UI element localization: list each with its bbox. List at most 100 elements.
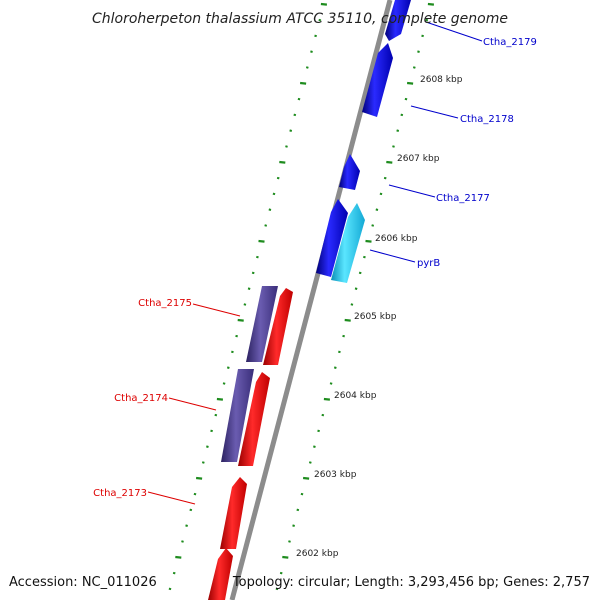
gene-ctha-2173-arrow[interactable] — [220, 477, 247, 549]
outer-tick-mark — [206, 445, 209, 448]
inner-tick-mark — [363, 255, 366, 259]
outer-tick-mark — [297, 97, 301, 101]
gene-label-ctha-2177[interactable]: Ctha_2177 — [436, 193, 490, 204]
gene-ctha-2177-arrow[interactable] — [339, 154, 360, 190]
outer-tick-mark — [258, 239, 265, 243]
outer-tick-mark — [175, 555, 182, 559]
gene-label-ctha-2179[interactable]: Ctha_2179 — [483, 37, 537, 48]
outer-tick-mark — [320, 2, 328, 6]
inner-tick-mark — [338, 350, 341, 354]
genome-backbone — [229, 0, 393, 600]
gene-label-ctha-2178[interactable]: Ctha_2178 — [460, 114, 514, 125]
gene-blue-cds-arrow[interactable] — [316, 199, 348, 277]
gene-label-ctha-2175[interactable]: Ctha_2175 — [138, 298, 192, 309]
inner-tick-mark — [300, 492, 304, 496]
inner-tick-track — [275, 2, 435, 591]
outer-tick-mark — [256, 255, 259, 259]
inner-tick-mark — [396, 129, 400, 132]
gene-ctha-2179-arrow[interactable] — [385, 0, 411, 41]
callout-line-ctha-2178 — [410, 105, 459, 119]
inner-tick-mark — [302, 476, 310, 480]
map-title: Chloroherpeton thalassium ATCC 35110, co… — [92, 11, 508, 27]
inner-tick-mark — [421, 34, 424, 38]
outer-tick-mark — [189, 508, 193, 512]
outer-tick-mark — [168, 587, 172, 591]
scale-label-2608: 2608 kbp — [420, 75, 463, 85]
gene-label-pyrb[interactable]: pyrB — [417, 258, 440, 269]
scale-label-2605: 2605 kbp — [354, 312, 397, 322]
inner-tick-mark — [400, 113, 404, 117]
gene-ctha-2178-arrow[interactable] — [362, 43, 393, 117]
gene-red-cds-bottom[interactable] — [208, 548, 233, 600]
outer-tick-mark — [210, 429, 213, 433]
outer-tick-mark — [214, 413, 218, 417]
gene-pyrb-arrow[interactable] — [331, 203, 365, 283]
outer-tick-mark — [222, 382, 226, 385]
scale-label-2603: 2603 kbp — [314, 470, 357, 480]
outer-tick-mark — [247, 287, 251, 290]
inner-tick-mark — [386, 160, 393, 164]
inner-tick-mark — [333, 366, 337, 369]
outer-tick-mark — [231, 350, 234, 354]
inner-tick-mark — [406, 81, 414, 85]
callout-line-ctha-2177 — [388, 184, 436, 198]
scale-label-2604: 2604 kbp — [334, 391, 377, 401]
outer-tick-mark — [237, 318, 244, 322]
outer-tick-mark — [272, 192, 276, 196]
inner-tick-mark — [425, 18, 429, 22]
inner-tick-mark — [379, 192, 383, 196]
outer-tick-track — [168, 2, 328, 591]
inner-tick-mark — [321, 413, 325, 417]
gene-ctha-2174-arrow[interactable] — [238, 372, 270, 466]
inner-tick-mark — [282, 555, 289, 559]
accession-text: Accession: NC_011026 — [9, 575, 157, 590]
scale-label-2606: 2606 kbp — [375, 234, 418, 244]
outer-tick-mark — [226, 366, 230, 369]
scale-label-2602: 2602 kbp — [296, 549, 339, 559]
gene-purple-cds-a[interactable] — [246, 286, 278, 362]
inner-tick-mark — [288, 540, 291, 543]
outer-tick-mark — [201, 461, 205, 464]
outer-tick-mark — [264, 224, 268, 227]
outer-tick-mark — [314, 34, 317, 38]
outer-tick-mark — [289, 129, 293, 132]
callout-line-ctha-2175 — [192, 303, 241, 317]
inner-tick-mark — [371, 224, 375, 227]
outer-tick-mark — [268, 208, 272, 211]
inner-tick-mark — [392, 145, 395, 148]
outer-tick-mark — [251, 271, 255, 275]
inner-tick-mark — [329, 382, 333, 385]
inner-tick-mark — [292, 524, 295, 527]
inner-tick-mark — [427, 2, 435, 6]
outer-tick-mark — [185, 524, 188, 527]
gene-ctha-2175-arrow[interactable] — [263, 288, 293, 365]
inner-tick-mark — [350, 303, 354, 306]
inner-tick-mark — [308, 461, 312, 464]
inner-tick-mark — [323, 397, 331, 401]
inner-tick-mark — [404, 97, 408, 101]
inner-tick-mark — [358, 271, 362, 275]
outer-tick-mark — [279, 160, 286, 164]
gene-purple-cds-b[interactable] — [221, 369, 254, 462]
callout-line-ctha-2174 — [168, 397, 217, 411]
outer-tick-mark — [285, 145, 288, 148]
outer-tick-mark — [216, 397, 224, 401]
outer-tick-mark — [318, 18, 322, 22]
outer-tick-mark — [181, 540, 184, 543]
inner-tick-mark — [296, 508, 300, 512]
outer-tick-mark — [172, 571, 176, 575]
inner-tick-mark — [375, 208, 379, 211]
outer-tick-mark — [293, 113, 297, 117]
outer-tick-mark — [305, 66, 309, 69]
inner-tick-mark — [342, 334, 345, 338]
gene-label-ctha-2173[interactable]: Ctha_2173 — [93, 488, 147, 499]
inner-tick-mark — [417, 50, 420, 53]
outer-tick-mark — [276, 176, 280, 180]
gene-label-ctha-2174[interactable]: Ctha_2174 — [114, 393, 168, 404]
callout-line-ctha-2179 — [425, 21, 483, 42]
callout-line-ctha-2173 — [147, 491, 196, 505]
inner-tick-mark — [279, 571, 283, 575]
outer-tick-mark — [193, 492, 197, 496]
inner-tick-mark — [317, 429, 320, 433]
